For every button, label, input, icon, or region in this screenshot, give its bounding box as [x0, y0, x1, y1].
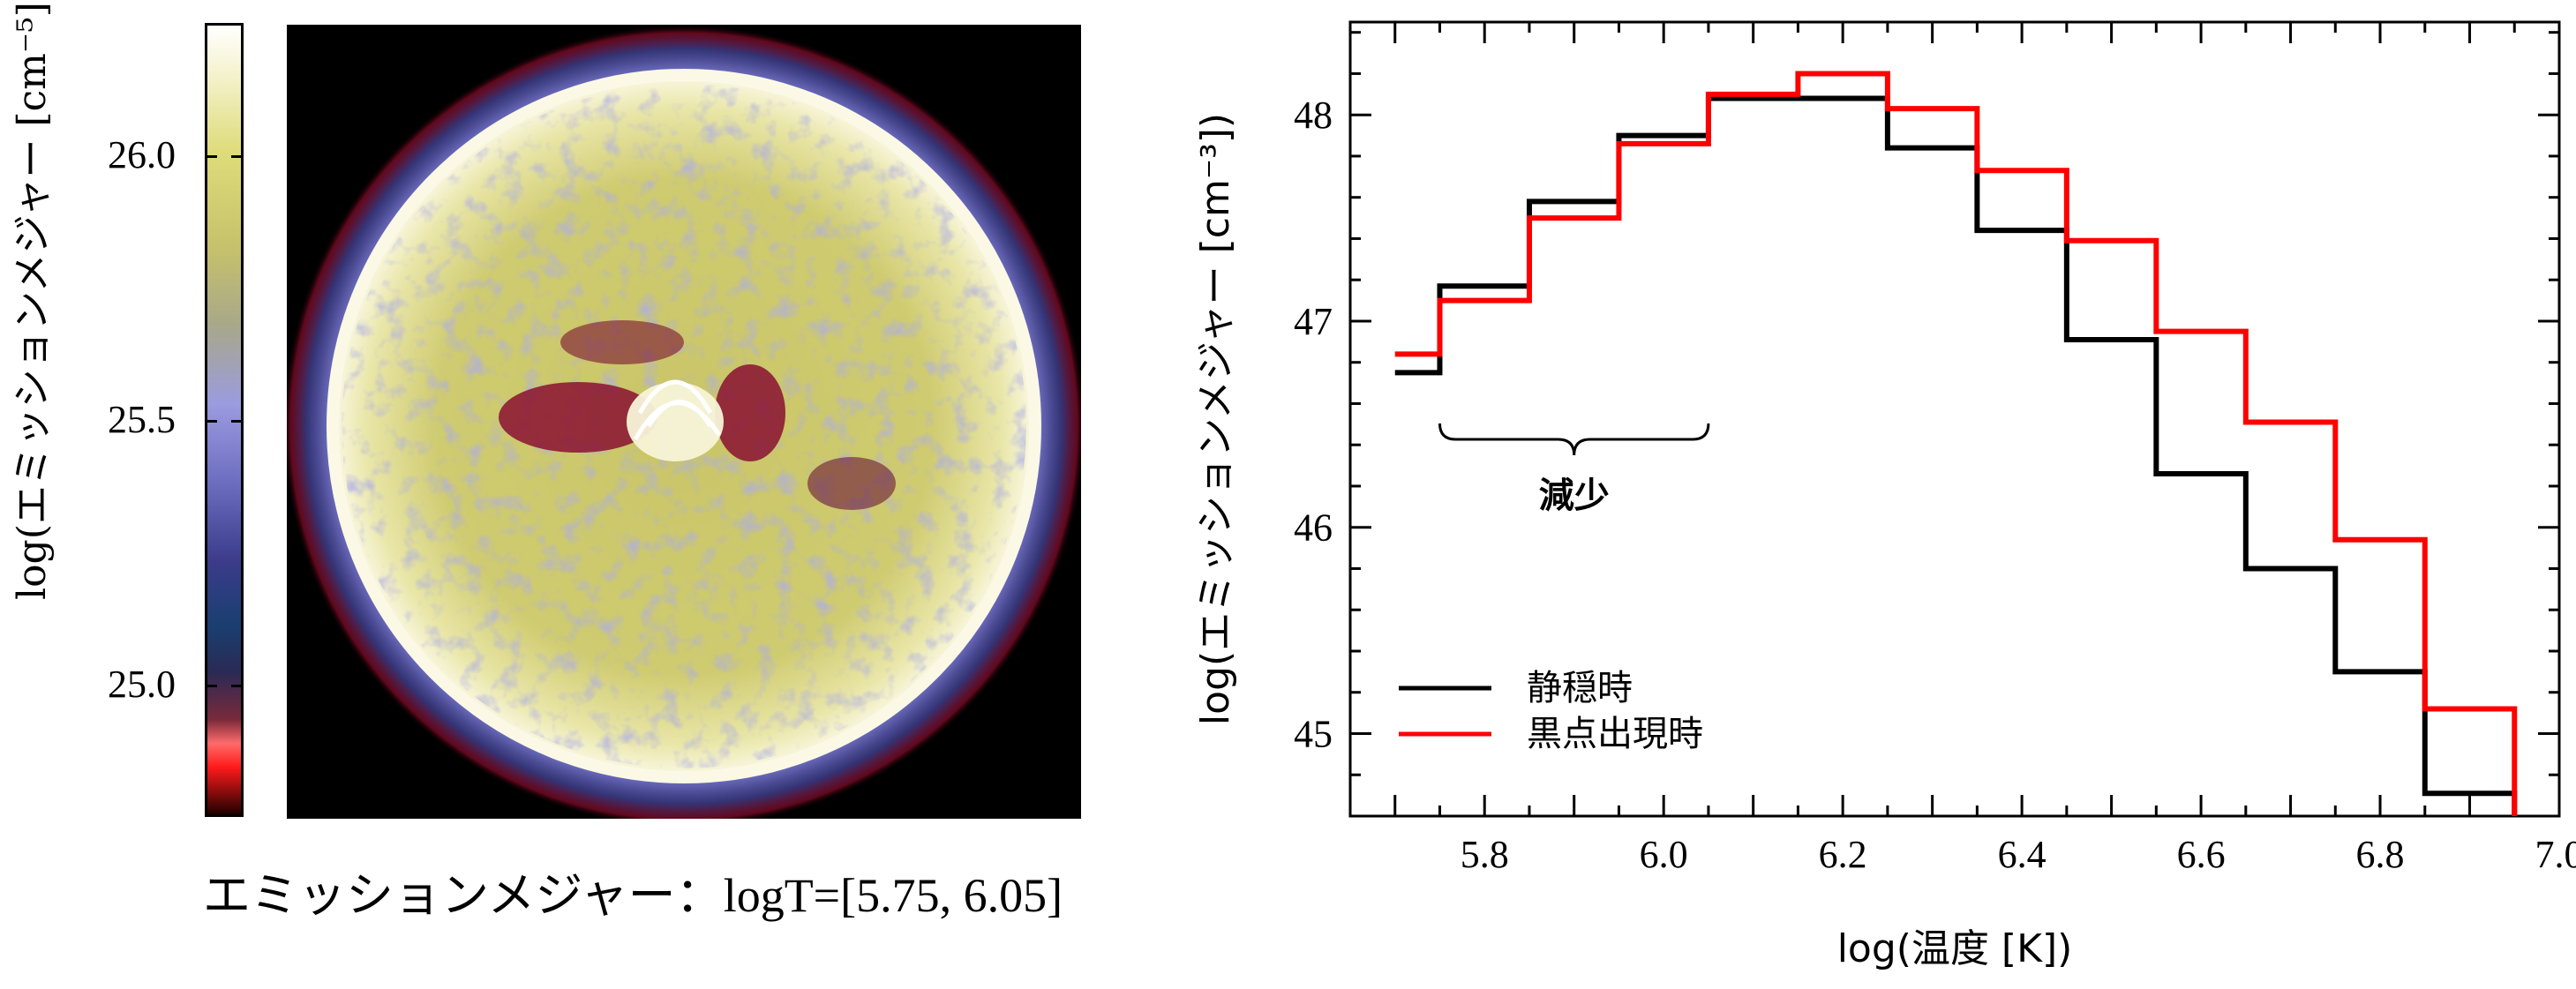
y-axis-label: log(エミッションメジャー [cm⁻³])	[1193, 113, 1238, 725]
x-tick-label: 6.2	[1819, 833, 1867, 876]
active-region	[499, 320, 896, 510]
y-tick-label: 45	[1294, 712, 1333, 755]
y-tick-label: 47	[1294, 300, 1333, 343]
y-tick-label: 46	[1294, 506, 1333, 550]
x-tick-label: 6.8	[2356, 833, 2405, 876]
caption-jp: エミッションメジャー：	[203, 867, 724, 923]
sun-caption: エミッションメジャー：logT=[5.75, 6.05]	[203, 856, 1063, 925]
x-tick-label: 5.8	[1461, 833, 1509, 876]
colorbar-tick-25: 25.0	[108, 663, 176, 706]
x-tick-label: 6.0	[1640, 833, 1688, 876]
solar-limb	[327, 69, 1041, 783]
colorbar-tick-25.5: 25.5	[108, 398, 176, 441]
legend-label-quiet: 静穏時	[1527, 668, 1633, 708]
y-tick-label: 48	[1294, 94, 1333, 137]
legend: 静穏時 黒点出現時	[1399, 668, 1703, 754]
brace	[1438, 423, 1710, 456]
x-axis-label: log(温度 [K])	[1837, 926, 2073, 971]
colorbar-tick-marks	[205, 23, 244, 817]
caption-range: logT=[5.75, 6.05]	[723, 869, 1063, 922]
plot-frame	[1348, 20, 2561, 818]
legend-label-sunspot: 黒点出現時	[1527, 714, 1703, 754]
sun-emission-measure-image	[282, 25, 1085, 828]
axis-ticks: 5.8 6.0 6.2 6.4 6.6 6.8 7.0 45 46 47 48	[1294, 22, 2576, 876]
x-tick-label: 6.4	[1998, 833, 2047, 876]
x-tick-label: 6.6	[2177, 833, 2226, 876]
series-layer	[1394, 71, 2518, 816]
x-tick-label: 7.0	[2535, 833, 2576, 876]
colorbar-tick-26: 26.0	[108, 133, 176, 176]
decrease-annotation: 減少	[1438, 423, 1710, 516]
sun-image-svg	[282, 25, 1085, 828]
series-line-quiet	[1394, 95, 2518, 816]
series-line-sunspot	[1394, 71, 2518, 816]
annotation-label: 減少	[1539, 476, 1610, 516]
